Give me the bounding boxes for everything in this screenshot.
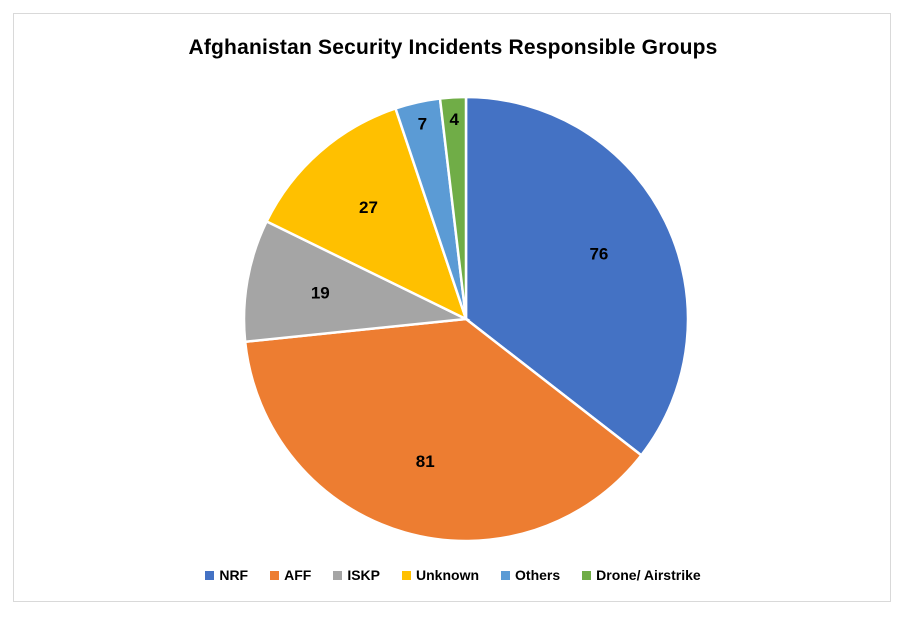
data-label-drone-airstrike: 4	[450, 110, 460, 129]
legend-item-aff: AFF	[270, 567, 311, 583]
legend-label-aff: AFF	[284, 567, 312, 583]
pie-slice-nrf	[464, 95, 690, 457]
legend-item-others: Others	[501, 567, 560, 583]
legend-label-nrf: NRF	[219, 567, 249, 583]
legend-item-drone-airstrike: Drone/ Airstrike	[582, 567, 701, 583]
legend-swatch-aff	[270, 570, 280, 580]
legend-swatch-others	[501, 570, 511, 580]
chart-title: Afghanistan Security Incidents Responsib…	[188, 36, 718, 59]
legend-item-iskp: ISKP	[333, 567, 380, 583]
pie-slice-drone-airstrike	[438, 95, 468, 320]
data-label-unknown: 27	[359, 198, 378, 217]
pie-slice-aff	[243, 317, 644, 543]
legend-label-drone-airstrike: Drone/ Airstrike	[596, 567, 701, 583]
legend-item-unknown: Unknown	[402, 567, 479, 583]
legend: NRF AFF ISKP Unknown Others Drone/ Airstrike	[14, 567, 892, 583]
data-label-aff: 81	[416, 452, 435, 471]
pie-slice-iskp	[242, 219, 471, 344]
legend-swatch-unknown	[402, 570, 412, 580]
pie-chart: 76 81 19 27 7 4	[242, 95, 690, 543]
chart-frame: Afghanistan Security Incidents Responsib…	[13, 13, 891, 602]
legend-label-others: Others	[515, 567, 561, 583]
data-label-nrf: 76	[589, 244, 608, 263]
legend-label-unknown: Unknown	[416, 567, 480, 583]
legend-swatch-nrf	[205, 570, 215, 580]
legend-swatch-drone-airstrike	[582, 570, 592, 580]
legend-swatch-iskp	[333, 570, 343, 580]
data-label-others: 7	[418, 114, 427, 133]
data-label-iskp: 19	[311, 284, 330, 303]
legend-item-nrf: NRF	[205, 567, 248, 583]
legend-label-iskp: ISKP	[347, 567, 381, 583]
pie-slice-unknown	[264, 106, 469, 322]
